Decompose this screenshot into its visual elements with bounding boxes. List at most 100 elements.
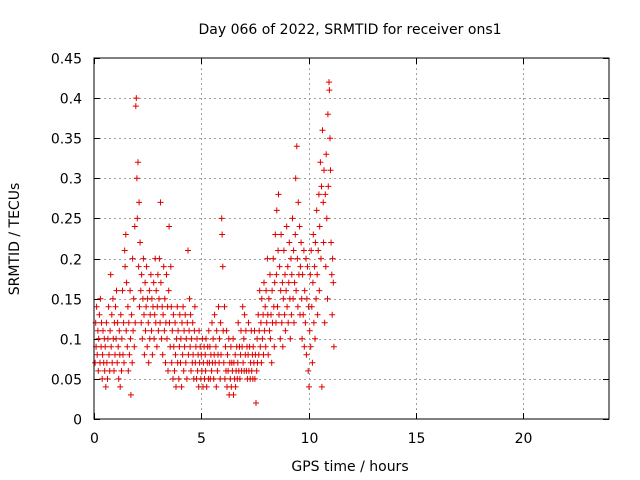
data-point — [172, 351, 179, 358]
data-point — [294, 255, 301, 262]
data-point — [327, 167, 334, 174]
data-point — [283, 287, 290, 294]
data-point — [177, 359, 184, 366]
data-point — [112, 303, 119, 310]
data-point — [166, 223, 173, 230]
data-point — [154, 271, 161, 278]
data-point — [328, 239, 335, 246]
data-point — [138, 271, 145, 278]
data-point — [224, 351, 231, 358]
data-point — [179, 319, 185, 326]
data-point — [276, 311, 282, 318]
data-point — [257, 343, 264, 350]
data-point — [106, 351, 112, 358]
data-point — [265, 295, 272, 302]
data-point — [329, 255, 336, 262]
data-point — [185, 247, 191, 254]
data-point — [123, 279, 130, 286]
data-point — [196, 327, 203, 334]
data-point — [271, 279, 278, 286]
data-point — [279, 279, 286, 286]
data-point — [297, 263, 304, 270]
data-point — [93, 303, 100, 310]
x-tick-label: 20 — [515, 431, 533, 447]
data-point — [168, 359, 175, 366]
data-point — [173, 383, 179, 390]
data-point — [211, 311, 218, 318]
data-point — [221, 375, 228, 382]
data-point — [294, 303, 301, 310]
data-point — [310, 319, 317, 326]
y-tick-label: 0.15 — [51, 293, 82, 309]
data-point — [314, 311, 321, 318]
data-point — [254, 335, 261, 342]
data-point — [312, 239, 319, 246]
data-point — [309, 359, 316, 366]
data-point — [178, 383, 185, 390]
data-point — [239, 303, 246, 310]
data-point — [170, 343, 177, 350]
data-point — [302, 319, 309, 326]
data-point — [287, 335, 294, 342]
data-point — [293, 143, 300, 150]
data-point — [251, 375, 258, 382]
axis-ticks — [94, 58, 609, 420]
data-point — [284, 303, 291, 310]
data-point — [148, 295, 155, 302]
data-point — [326, 79, 332, 86]
data-point — [194, 335, 200, 342]
x-tick-label: 0 — [90, 431, 99, 447]
data-point — [155, 327, 162, 334]
data-point — [183, 335, 190, 342]
data-point — [273, 319, 279, 326]
data-point — [133, 95, 140, 102]
data-point — [184, 319, 191, 326]
data-point — [172, 319, 179, 326]
data-point — [219, 231, 226, 238]
data-point — [148, 327, 155, 334]
y-tick-label: 0.4 — [60, 92, 82, 108]
data-point — [103, 319, 110, 326]
data-point — [95, 367, 102, 374]
data-point — [94, 327, 101, 334]
data-point — [298, 239, 305, 246]
data-point — [170, 311, 177, 318]
data-point — [105, 303, 112, 310]
data-point — [208, 367, 215, 374]
data-point — [144, 343, 151, 350]
data-point — [102, 383, 109, 390]
data-point — [175, 327, 182, 334]
data-point — [279, 343, 286, 350]
data-point — [182, 359, 189, 366]
data-point — [100, 327, 106, 334]
data-point — [324, 111, 331, 118]
data-point — [232, 351, 239, 358]
data-point — [330, 279, 337, 286]
data-point — [314, 271, 321, 278]
data-point — [270, 255, 277, 262]
data-point — [132, 319, 139, 326]
data-point — [213, 383, 220, 390]
data-point — [120, 319, 127, 326]
data-point — [315, 247, 322, 254]
data-point — [205, 327, 212, 334]
data-point — [241, 311, 248, 318]
data-point — [240, 359, 247, 366]
data-points — [92, 79, 337, 406]
data-point — [129, 359, 136, 366]
data-point — [137, 287, 144, 294]
data-point — [271, 343, 278, 350]
data-point — [187, 311, 194, 318]
data-point — [153, 343, 160, 350]
data-point — [129, 255, 136, 262]
data-point — [121, 247, 128, 254]
data-point — [317, 159, 324, 166]
data-point — [230, 391, 237, 398]
data-point — [289, 215, 296, 222]
data-point — [99, 351, 106, 358]
data-point — [330, 343, 337, 350]
data-point — [124, 303, 131, 310]
data-point — [253, 367, 260, 374]
data-point — [308, 303, 315, 310]
data-point — [127, 391, 134, 398]
